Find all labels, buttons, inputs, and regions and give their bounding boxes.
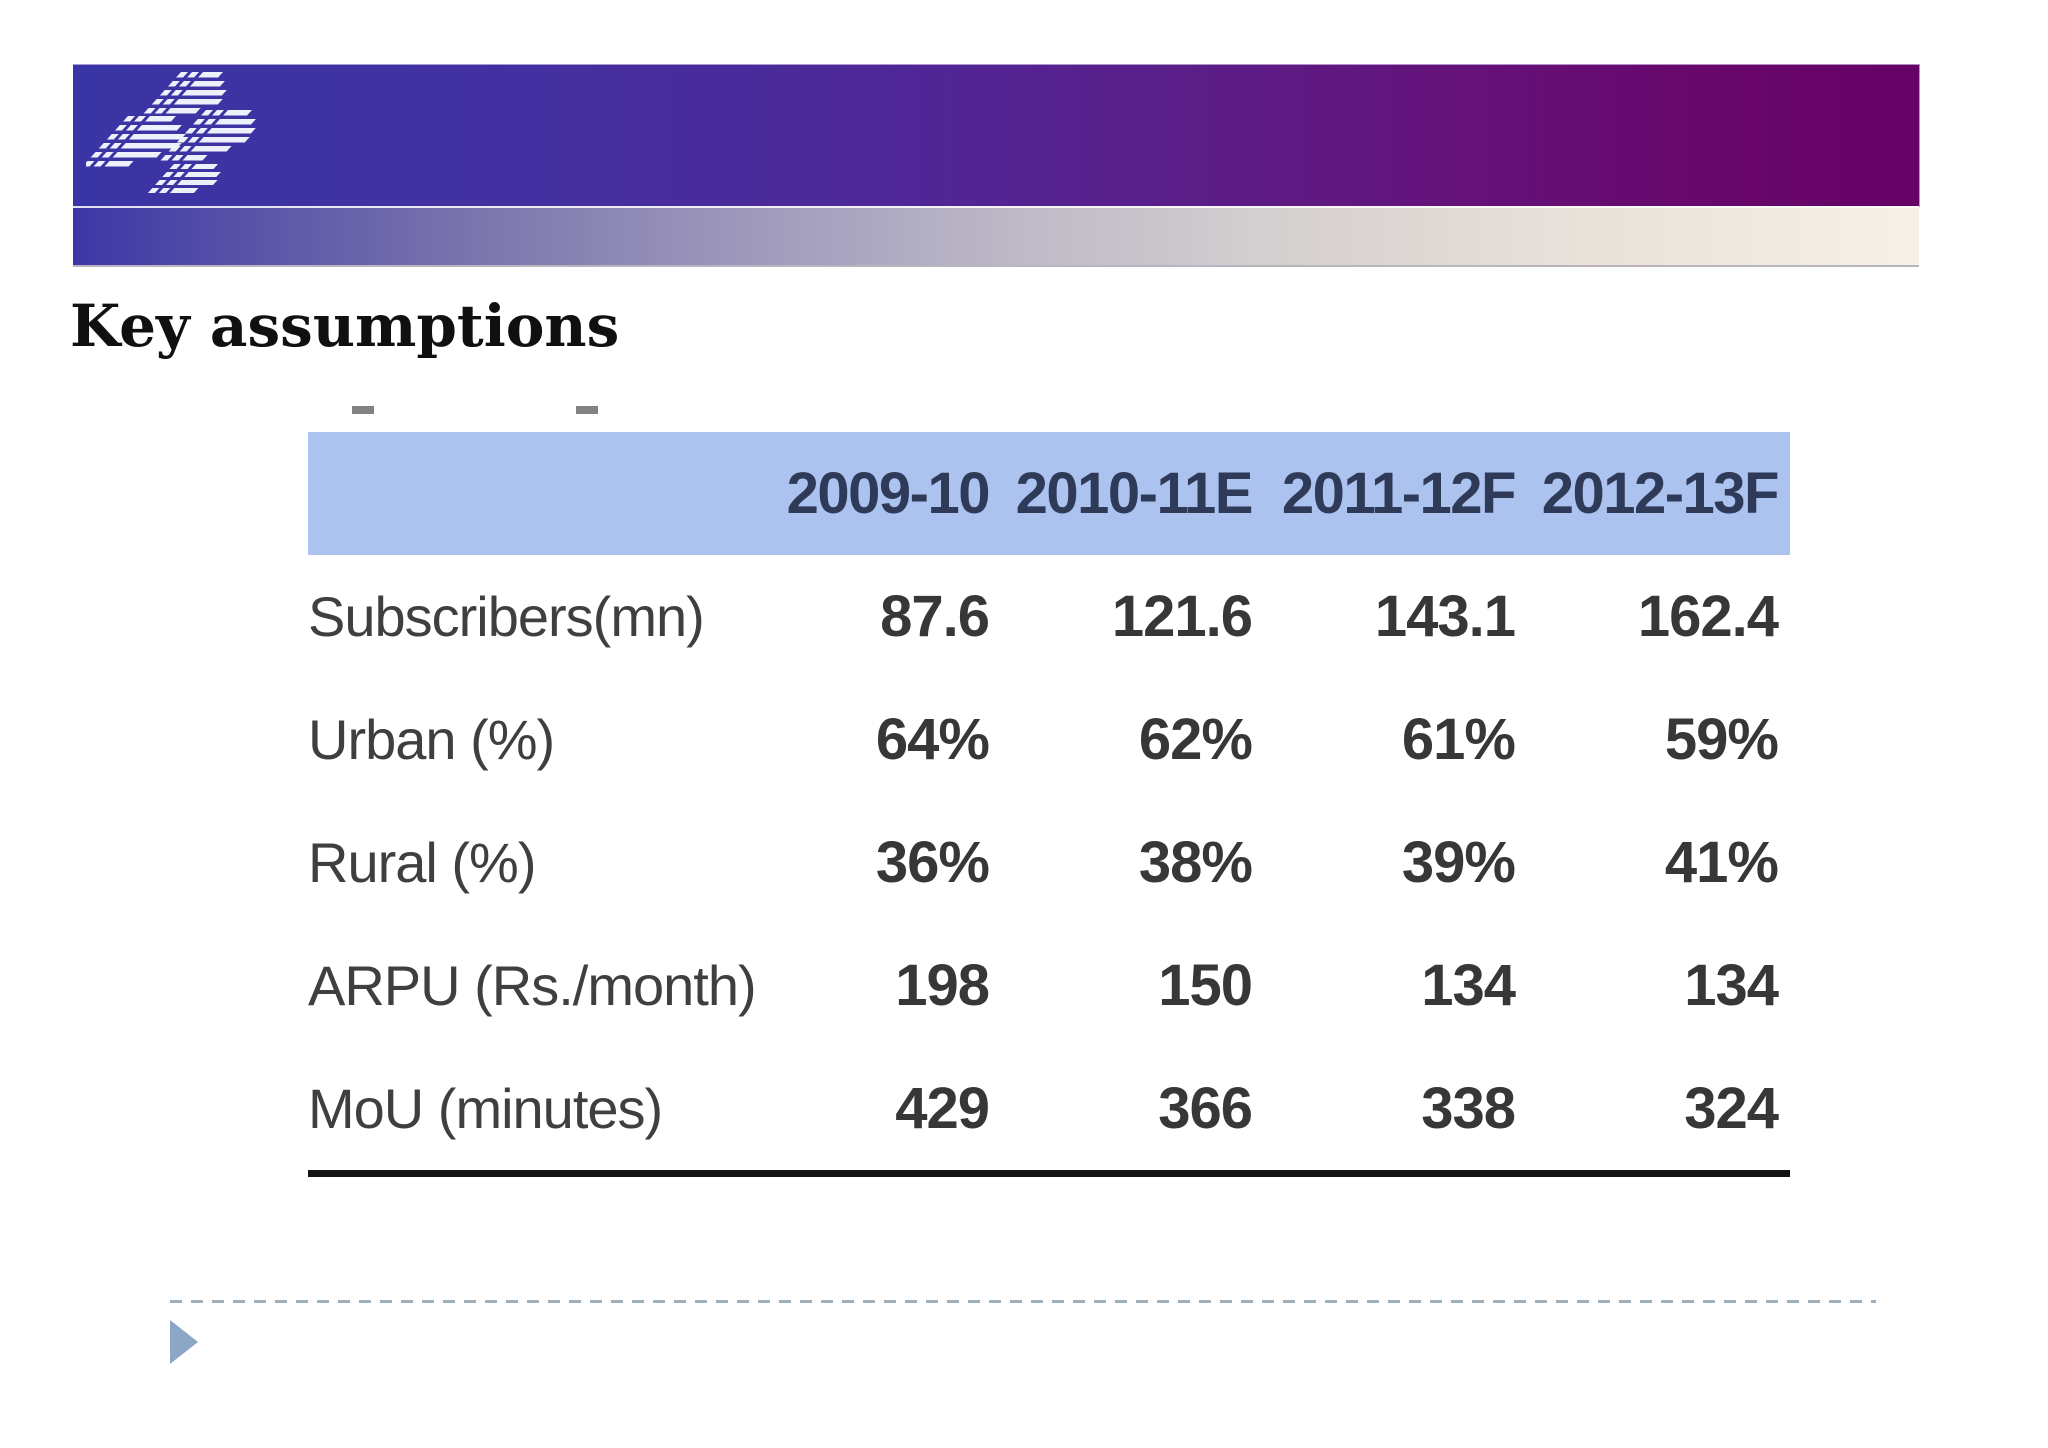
cell-value: 121.6 [1111,584,1253,649]
cell-value: 41% [1664,830,1779,895]
cropped-text-artifact [576,406,598,414]
row-label: MoU (minutes) [308,1077,663,1140]
table-header-2012-13f: 2012-13F [1541,461,1780,526]
cell-value: 324 [1684,1076,1779,1141]
cell-value: 59% [1664,707,1779,772]
table-row-mou: MoU (minutes) 429 366 338 324 [308,1047,1790,1170]
table-header-row: 2009-10 2010-11E 2011-12F 2012-13F [308,432,1790,555]
header-gradient-strip [73,206,1919,267]
table-row-subscribers: Subscribers(mn) 87.6 121.6 143.1 162.4 [308,555,1790,678]
cell-value: 36% [875,830,990,895]
cell-value: 134 [1684,953,1779,1018]
table-row-arpu: ARPU (Rs./month) 198 150 134 134 [308,924,1790,1047]
right-triangle-bullet-icon [170,1320,198,1364]
row-label: Subscribers(mn) [308,585,705,648]
cell-value: 162.4 [1637,584,1779,649]
table-header-2010-11e: 2010-11E [1015,461,1254,526]
header-banner [73,64,1920,207]
cropped-text-artifact [352,406,374,414]
page-title: Key assumptions [70,292,620,360]
row-label: Rural (%) [308,831,536,894]
cell-value: 198 [895,953,990,1018]
cell-value: 61% [1401,707,1516,772]
table-row-urban: Urban (%) 64% 62% 61% 59% [308,678,1790,801]
table-header-2009-10: 2009-10 [786,461,991,526]
cell-value: 62% [1138,707,1253,772]
row-label: Urban (%) [308,708,555,771]
company-logo-icon [86,72,256,193]
cell-value: 429 [895,1076,990,1141]
assumptions-table: 2009-10 2010-11E 2011-12F 2012-13F Subsc… [308,432,1790,1177]
cell-value: 338 [1421,1076,1516,1141]
cell-value: 39% [1401,830,1516,895]
table-row-rural: Rural (%) 36% 38% 39% 41% [308,801,1790,924]
cell-value: 64% [875,707,990,772]
cell-value: 150 [1158,953,1253,1018]
footer-dashed-divider [170,1300,1876,1303]
cell-value: 38% [1138,830,1253,895]
cell-value: 143.1 [1374,584,1516,649]
table-header-2011-12f: 2011-12F [1281,461,1517,526]
cell-value: 134 [1421,953,1516,1018]
row-label: ARPU (Rs./month) [308,954,757,1017]
cell-value: 366 [1158,1076,1253,1141]
cell-value: 87.6 [880,584,990,649]
